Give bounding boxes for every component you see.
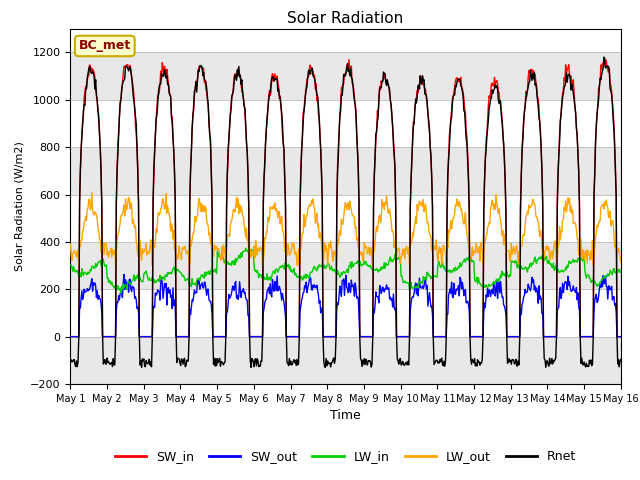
Bar: [70, 147, 621, 194]
Bar: [70, 52, 621, 100]
Bar: [70, 242, 621, 289]
Bar: [70, 336, 621, 384]
X-axis label: Time: Time: [330, 409, 361, 422]
Bar: [70, 289, 621, 336]
Y-axis label: Solar Radiation (W/m2): Solar Radiation (W/m2): [15, 142, 24, 271]
Legend: SW_in, SW_out, LW_in, LW_out, Rnet: SW_in, SW_out, LW_in, LW_out, Rnet: [110, 445, 581, 468]
Title: Solar Radiation: Solar Radiation: [287, 11, 404, 26]
Bar: [70, 194, 621, 242]
Bar: [70, 100, 621, 147]
Text: BC_met: BC_met: [79, 39, 131, 52]
